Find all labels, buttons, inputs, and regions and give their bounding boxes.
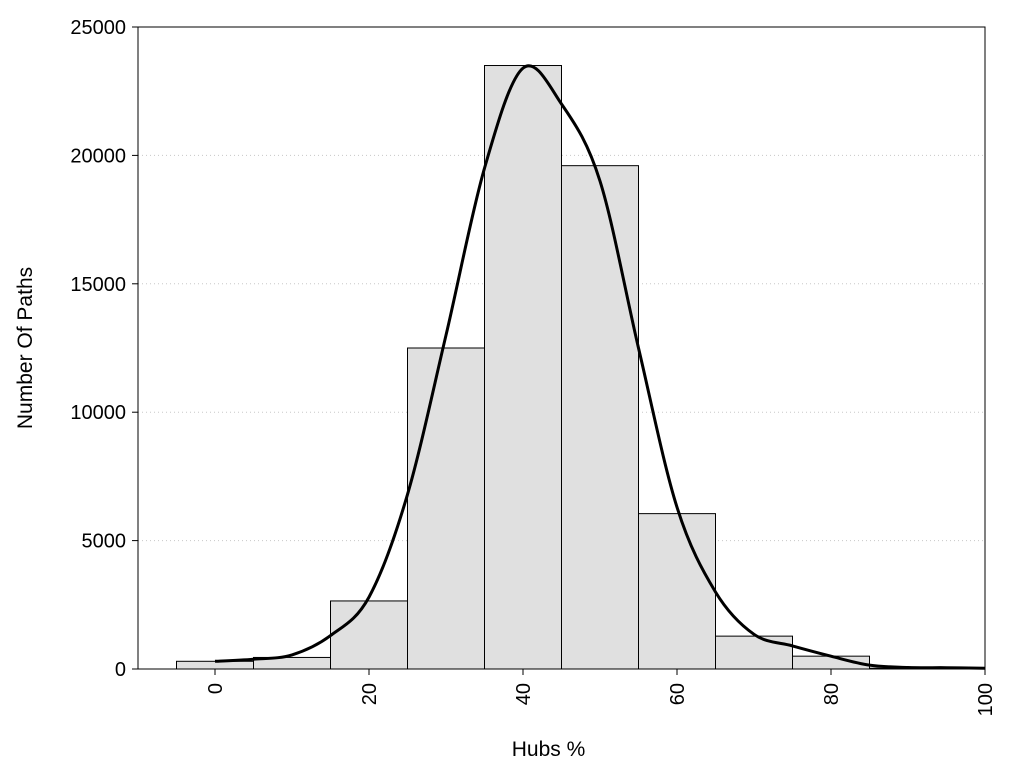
histogram-bar: [484, 65, 562, 670]
y-tick-label: 15000: [70, 274, 126, 296]
x-tick-label: 0: [205, 683, 227, 694]
y-tick-label: 0: [115, 659, 126, 681]
x-tick-label: 100: [975, 683, 997, 716]
axis-ticks: 0 5000 10000 15000 20000 25000 0 20 40 60 80 100: [70, 17, 997, 716]
y-axis-title: Number Of Paths: [14, 267, 37, 429]
x-tick-label: 60: [667, 683, 689, 705]
x-tick-label: 40: [513, 683, 535, 705]
y-tick-label: 10000: [70, 402, 126, 424]
y-tick-label: 20000: [70, 145, 126, 167]
histogram-bar: [715, 635, 793, 670]
histogram-bar: [561, 165, 639, 670]
y-tick-label: 25000: [70, 17, 126, 39]
x-tick-label: 20: [359, 683, 381, 705]
histogram-bar: [330, 600, 408, 670]
x-tick-label: 80: [821, 683, 843, 705]
density-curve: [214, 64, 986, 670]
histogram-bar: [407, 347, 485, 670]
histogram-bar: [638, 513, 716, 670]
x-axis-title: Hubs %: [512, 738, 586, 761]
bars: [176, 65, 947, 670]
y-tick-label: 5000: [82, 531, 127, 553]
plot-frame: [137, 26, 986, 670]
density-curve-group: [214, 64, 986, 670]
histogram-bar: [176, 660, 254, 670]
